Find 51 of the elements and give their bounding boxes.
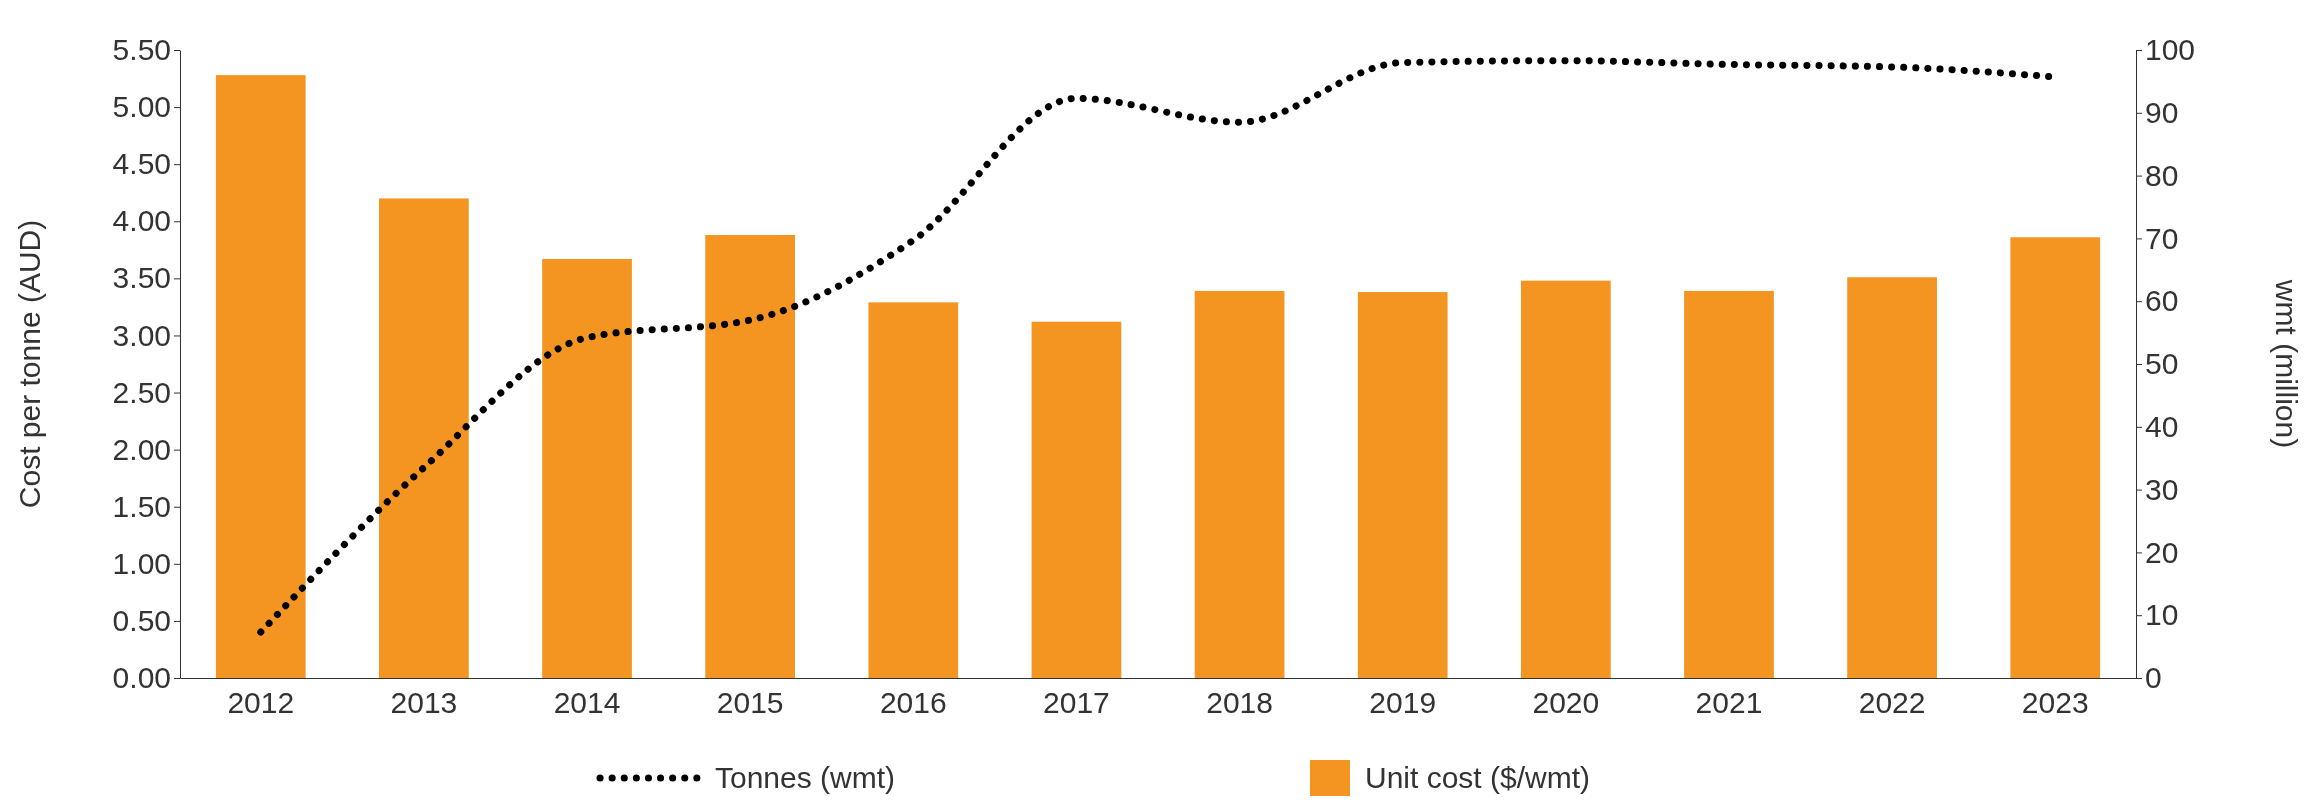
y-tick-label: 5.50	[112, 33, 171, 67]
x-tick-label: 2018	[1206, 686, 1273, 720]
bar	[868, 302, 959, 678]
y-tick-label: 0.00	[112, 661, 171, 695]
x-tick-label: 2016	[879, 686, 947, 720]
x-tick-label: 2014	[553, 686, 621, 720]
bar	[2010, 237, 2101, 678]
x-tick-label: 2013	[390, 686, 458, 720]
y-tick-label: 4.00	[112, 204, 171, 238]
bar	[1194, 290, 1285, 678]
y2-tick-label: 40	[2145, 409, 2179, 443]
y2-axis-title: wmt (million)	[2270, 278, 2303, 449]
y2-tick-label: 70	[2145, 221, 2179, 255]
y2-tick-label: 0	[2145, 661, 2162, 695]
x-tick-label: 2020	[1532, 686, 1600, 720]
bar	[542, 258, 632, 678]
y2-tick-label: 20	[2145, 535, 2179, 569]
y2-tick-label: 30	[2145, 472, 2179, 506]
y2-tick-label: 80	[2145, 158, 2179, 192]
x-tick-label: 2023	[2021, 686, 2089, 720]
x-tick-label: 2012	[227, 686, 295, 720]
y-tick-label: 2.50	[112, 375, 171, 409]
bar	[1684, 290, 1774, 678]
y-tick-label: 1.50	[112, 489, 171, 523]
bar	[215, 75, 306, 678]
y2-tick-label: 60	[2145, 284, 2179, 318]
y-tick-label: 4.50	[112, 147, 171, 181]
y-tick-label: 2.00	[112, 432, 171, 466]
bar	[1847, 277, 1937, 678]
bar	[1520, 280, 1611, 678]
y2-tick-label: 90	[2145, 95, 2179, 129]
legend-label: Unit cost ($/wmt)	[1365, 761, 1591, 794]
y2-tick-label: 10	[2145, 598, 2179, 632]
x-tick-label: 2019	[1369, 686, 1437, 720]
y-axis-title: Cost per tonne (AUD)	[13, 219, 46, 509]
x-tick-label: 2015	[716, 686, 784, 720]
x-tick-label: 2021	[1695, 686, 1763, 720]
bar	[705, 234, 796, 678]
y-tick-label: 1.00	[112, 546, 171, 580]
y2-tick-label: 50	[2145, 347, 2179, 381]
bar	[379, 198, 469, 678]
y-tick-label: 5.00	[112, 90, 171, 124]
y2-tick-label: 100	[2145, 33, 2196, 67]
legend-label: Tonnes (wmt)	[715, 761, 896, 794]
bar	[1357, 292, 1448, 678]
bar	[1031, 321, 1122, 678]
x-tick-label: 2022	[1858, 686, 1926, 720]
y-tick-label: 3.00	[112, 318, 171, 352]
y-tick-label: 3.50	[112, 261, 171, 295]
x-tick-label: 2017	[1043, 686, 1110, 720]
y-tick-label: 0.50	[112, 604, 171, 638]
